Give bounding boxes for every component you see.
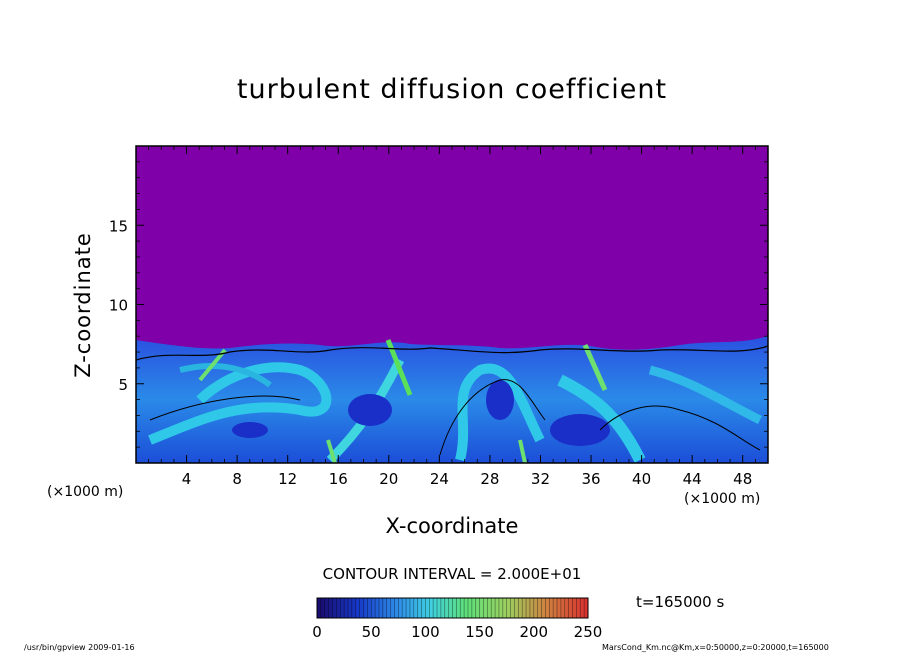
- contour-interval-label: CONTOUR INTERVAL = 2.000E+01: [322, 565, 582, 583]
- x-tick-label: 20: [379, 470, 398, 488]
- colorbar-tick-label: 0: [312, 623, 322, 641]
- x-axis-label: X-coordinate: [385, 514, 519, 538]
- x-axis-ticks: 4 8 12 16 20 24 28 32 36 40 44 48: [135, 146, 769, 488]
- colorbar-tick-label: 200: [519, 623, 548, 641]
- x-tick-label: 4: [182, 470, 192, 488]
- x-tick-label: 36: [581, 470, 600, 488]
- x-tick-label: 32: [531, 470, 550, 488]
- x-tick-label: 12: [278, 470, 297, 488]
- colorbar-tick-label: 50: [362, 623, 381, 641]
- colorbar-stripes: [316, 598, 589, 618]
- time-label: t=165000 s: [636, 593, 725, 611]
- x-tick-label: 28: [480, 470, 499, 488]
- colorbar-tick-label: 100: [411, 623, 440, 641]
- turbulent-layer: [136, 336, 768, 463]
- x-axis-unit: (×1000 m): [684, 491, 761, 507]
- y-tick-label: 15: [109, 217, 128, 235]
- x-tick-label: 48: [733, 470, 752, 488]
- x-tick-label: 44: [683, 470, 702, 488]
- footer-right: MarsCond_Km.nc@Km,x=0:50000,z=0:20000,t=…: [602, 643, 829, 652]
- colorbar-tick-label: 150: [465, 623, 494, 641]
- y-tick-label: 5: [118, 376, 128, 394]
- y-axis-ticks: 5 10 15: [109, 161, 768, 448]
- colorbar-tick-label: 250: [574, 623, 603, 641]
- chart-title: turbulent diffusion coefficient: [236, 74, 668, 105]
- y-axis-unit: (×1000 m): [47, 484, 124, 500]
- x-tick-label: 40: [632, 470, 651, 488]
- y-tick-label: 10: [109, 297, 128, 315]
- footer-left: /usr/bin/gpview 2009-01-16: [24, 643, 135, 652]
- x-tick-label: 8: [232, 470, 242, 488]
- x-tick-label: 24: [430, 470, 449, 488]
- x-tick-label: 16: [329, 470, 348, 488]
- colorbar-ticks: 0 50 100 150 200 250: [312, 623, 602, 641]
